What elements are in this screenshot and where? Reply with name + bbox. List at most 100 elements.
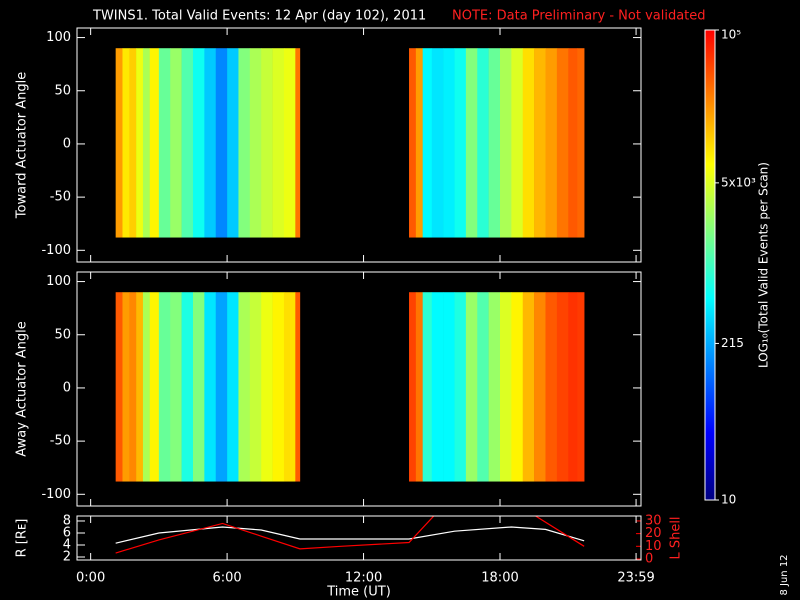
y-tick-label: 50 (54, 83, 71, 98)
heatmap-cell (500, 48, 512, 238)
heatmap-cell (249, 48, 262, 238)
title: TWINS1. Total Valid Events: 12 Apr (day … (92, 9, 426, 24)
heatmap-cell (142, 292, 151, 482)
heatmap-cell (170, 48, 182, 238)
colorbar-tick-label: 10 (721, 493, 736, 507)
heatmap-cell (545, 48, 558, 238)
plot-frame (76, 271, 642, 507)
heatmap-cell (511, 292, 524, 482)
heatmap-cell (415, 292, 423, 482)
heatmap-cell (422, 48, 433, 238)
x-tick-label: 23:59 (617, 571, 654, 586)
heatmap-cell (500, 292, 512, 482)
y-tick-label: 0 (63, 136, 71, 151)
heatmap-cell (238, 292, 251, 482)
heatmap-cell (142, 48, 151, 238)
heatmap-cell (122, 292, 130, 482)
y-tick-label: 100 (46, 30, 71, 45)
y2-tick-label: 0 (645, 551, 653, 566)
heatmap-cell (454, 48, 467, 238)
heatmap-cell (534, 48, 546, 238)
heatmap-cell (227, 48, 239, 238)
heatmap-cell (522, 48, 535, 238)
y-axis-label: R [Rᴇ] (15, 519, 30, 558)
heatmap-cell (136, 48, 144, 238)
heatmap-cell (568, 48, 578, 238)
heatmap-cell (422, 292, 433, 482)
heatmap-cell (129, 48, 137, 238)
date: 8 Jun 12 (779, 554, 790, 595)
heatmap-cell (283, 48, 296, 238)
heatmap-cell (454, 292, 467, 482)
heatmap-cell (477, 48, 489, 238)
x-tick-label: 12:00 (345, 571, 382, 586)
heatmap-cell (249, 292, 262, 482)
heatmap-cell (415, 48, 423, 238)
heatmap-cell (272, 48, 285, 238)
heatmap-cell (115, 48, 123, 238)
heatmap-cell (192, 292, 205, 482)
heatmap-cell (534, 292, 546, 482)
heatmap-cell (488, 292, 501, 482)
heatmap-cell (295, 48, 301, 238)
heatmap-cell (136, 292, 144, 482)
heatmap-cell (295, 292, 301, 482)
heatmap-cell (577, 48, 585, 238)
y2-tick-label: 20 (645, 526, 662, 541)
y-tick-label: -50 (50, 434, 71, 449)
colorbar-tick-label: 10⁵ (721, 28, 741, 42)
heatmap-cell (192, 48, 205, 238)
heatmap-cell (149, 292, 160, 482)
y-tick-label: 8 (63, 513, 71, 528)
heatmap-cell (522, 292, 535, 482)
x-axis-label: Time (UT) (326, 585, 391, 600)
x-tick-label: 6:00 (212, 571, 241, 586)
heatmap-cell (443, 292, 455, 482)
y-tick-label: 4 (63, 537, 71, 552)
heatmap-cell (409, 292, 417, 482)
heatmap-cell (409, 48, 417, 238)
heatmap-cell (129, 292, 137, 482)
heatmap-cell (431, 48, 444, 238)
heatmap-cell (261, 292, 273, 482)
plot-frame (76, 27, 642, 263)
x-tick-label: 18:00 (481, 571, 518, 586)
plot-frame (76, 515, 642, 561)
heatmap-cell (227, 292, 239, 482)
y2-tick-label: 10 (645, 539, 662, 554)
heatmap-cell (238, 48, 251, 238)
colorbar (704, 29, 716, 501)
y-tick-label: -50 (50, 190, 71, 205)
colorbar-tick-label: 215 (721, 336, 744, 350)
y-axis-label: Away Actuator Angle (15, 321, 30, 456)
colorbar-label: LOG₁₀(Total Valid Events per Scan) (757, 162, 771, 368)
heatmap-cell (215, 48, 228, 238)
y-tick-label: 6 (63, 525, 71, 540)
x-tick-label: 0:00 (76, 571, 105, 586)
note: NOTE: Data Preliminary - Not validated (452, 9, 706, 24)
heatmap-cell (488, 48, 501, 238)
heatmap-cell (545, 292, 558, 482)
y-tick-label: -100 (41, 243, 71, 258)
heatmap-cell (261, 48, 273, 238)
series-line (115, 516, 585, 554)
heatmap-cell (577, 292, 585, 482)
heatmap-cell (170, 292, 182, 482)
heatmap-cell (283, 292, 296, 482)
heatmap-cell (204, 292, 217, 482)
line-group (115, 516, 585, 554)
heatmap-cell (511, 48, 524, 238)
y-tick-label: -100 (41, 487, 71, 502)
heatmap-cell (272, 292, 285, 482)
heatmap-cell (181, 48, 194, 238)
y-axis-label: Toward Actuator Angle (15, 72, 30, 219)
heatmap-cell (215, 292, 228, 482)
y2-tick-label: 30 (645, 513, 662, 528)
heatmap-cell (158, 48, 171, 238)
y-tick-label: 100 (46, 274, 71, 289)
heatmap-cell (465, 48, 478, 238)
y-tick-label: 50 (54, 327, 71, 342)
heatmap-cell (568, 292, 578, 482)
heatmap-cell (465, 292, 478, 482)
